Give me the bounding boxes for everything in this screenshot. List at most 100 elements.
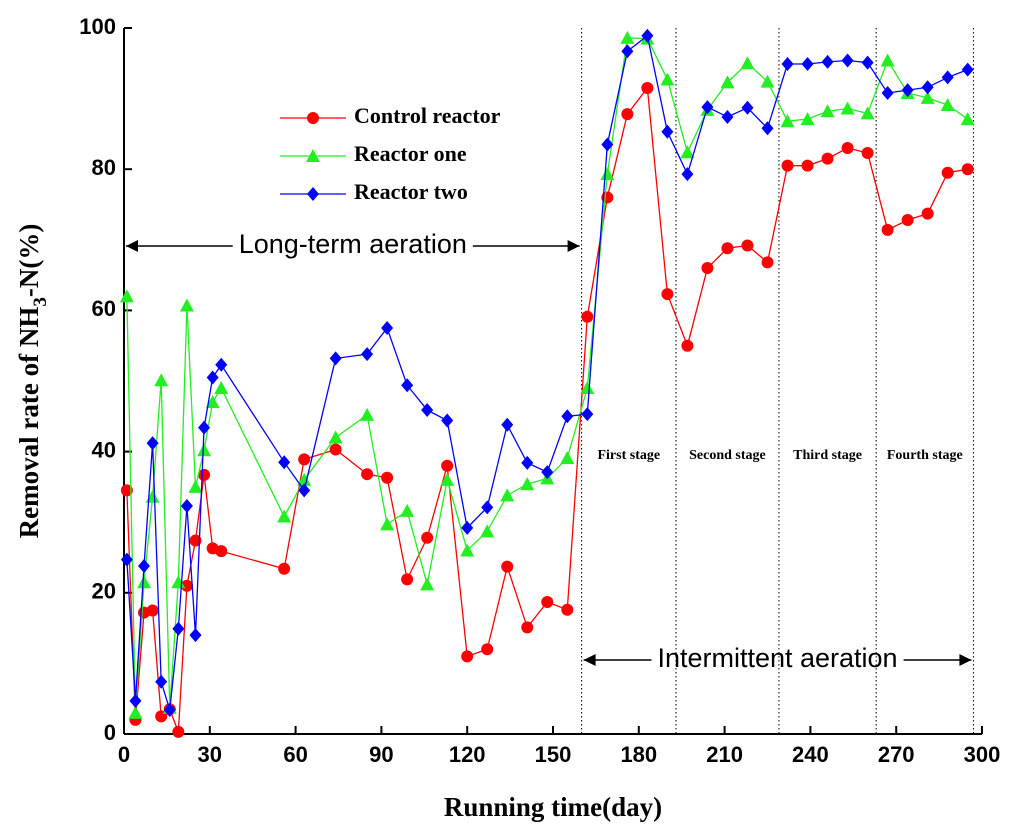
legend-label: Reactor one [354, 141, 467, 166]
stage-label: Fourth stage [887, 448, 963, 463]
data-point [781, 57, 794, 72]
data-point [401, 378, 414, 393]
data-point [120, 552, 133, 567]
data-point [841, 142, 854, 155]
x-tick-label: 150 [535, 742, 572, 767]
series-line [126, 37, 969, 713]
y-tick-label: 60 [92, 296, 116, 321]
data-point [881, 85, 894, 100]
data-point [298, 453, 311, 466]
data-point [621, 108, 634, 121]
data-point [701, 262, 714, 275]
data-point [621, 44, 634, 59]
data-point [361, 468, 374, 481]
data-point [420, 577, 435, 591]
data-point [481, 643, 494, 656]
data-point [215, 545, 228, 558]
data-point [941, 70, 954, 85]
series-line [126, 34, 968, 711]
data-point [197, 443, 212, 457]
data-point [198, 420, 211, 435]
data-point [521, 455, 534, 470]
data-point [701, 100, 714, 115]
data-point [154, 373, 169, 387]
data-point [421, 402, 434, 417]
data-point [180, 579, 193, 592]
data-point [277, 509, 292, 523]
data-point [920, 90, 935, 104]
data-point [179, 298, 194, 312]
data-point [620, 30, 635, 44]
y-label-part: Removal rate of NH [14, 307, 44, 539]
data-point [460, 543, 475, 557]
data-point [761, 121, 774, 136]
data-point [820, 104, 835, 118]
data-point [189, 534, 202, 547]
data-point [441, 459, 454, 472]
data-point [861, 55, 874, 70]
data-point [581, 407, 594, 422]
data-point [381, 471, 394, 484]
data-point [298, 483, 311, 498]
data-point [172, 725, 185, 738]
data-point [960, 112, 975, 126]
data-point [188, 479, 203, 493]
data-point [780, 114, 795, 128]
legend-label: Reactor two [354, 179, 468, 204]
data-point [561, 603, 574, 616]
data-point [581, 310, 594, 323]
y-tick-label: 80 [92, 155, 116, 180]
annotation: Intermittent aeration [657, 643, 897, 673]
data-point [840, 101, 855, 115]
data-point [172, 621, 185, 636]
data-point [400, 503, 415, 517]
data-point [461, 650, 474, 663]
data-point [155, 674, 168, 689]
data-point [501, 560, 514, 573]
data-point [880, 53, 895, 67]
data-point [146, 604, 159, 617]
x-tick-label: 180 [620, 742, 657, 767]
x-axis-label: Running time(day) [444, 792, 662, 822]
y-tick-label: 100 [79, 14, 116, 39]
data-point [601, 137, 614, 152]
data-point [189, 628, 202, 643]
data-point [128, 705, 143, 719]
stage-label: Second stage [689, 448, 766, 463]
data-point [521, 621, 534, 634]
data-point [821, 54, 834, 69]
data-point [278, 455, 291, 470]
x-tick-label: 270 [878, 742, 915, 767]
data-point [881, 223, 894, 236]
data-point [661, 124, 674, 139]
data-point [329, 351, 342, 366]
y-label-subscript: 3 [30, 297, 51, 307]
data-point [180, 498, 193, 513]
data-point [120, 484, 133, 497]
data-point [761, 256, 774, 269]
legend-marker [307, 187, 319, 201]
data-point [661, 288, 674, 301]
x-tick-label: 90 [369, 742, 393, 767]
data-point [421, 531, 434, 544]
data-point [901, 83, 914, 98]
data-point [541, 595, 554, 608]
data-point [297, 472, 312, 486]
stage-label: First stage [597, 448, 660, 463]
data-point [841, 53, 854, 68]
x-tick-label: 60 [283, 742, 307, 767]
annotation: Long-term aeration [239, 229, 467, 259]
data-point [215, 357, 228, 372]
legend-label: Control reactor [354, 103, 501, 128]
data-point [641, 28, 654, 43]
data-point [580, 381, 595, 395]
data-point [541, 465, 554, 480]
data-point [214, 381, 229, 395]
data-point [360, 407, 375, 421]
data-point [119, 289, 134, 303]
data-point [801, 159, 814, 172]
data-point [138, 558, 151, 573]
data-point [680, 145, 695, 159]
data-point [720, 75, 735, 89]
